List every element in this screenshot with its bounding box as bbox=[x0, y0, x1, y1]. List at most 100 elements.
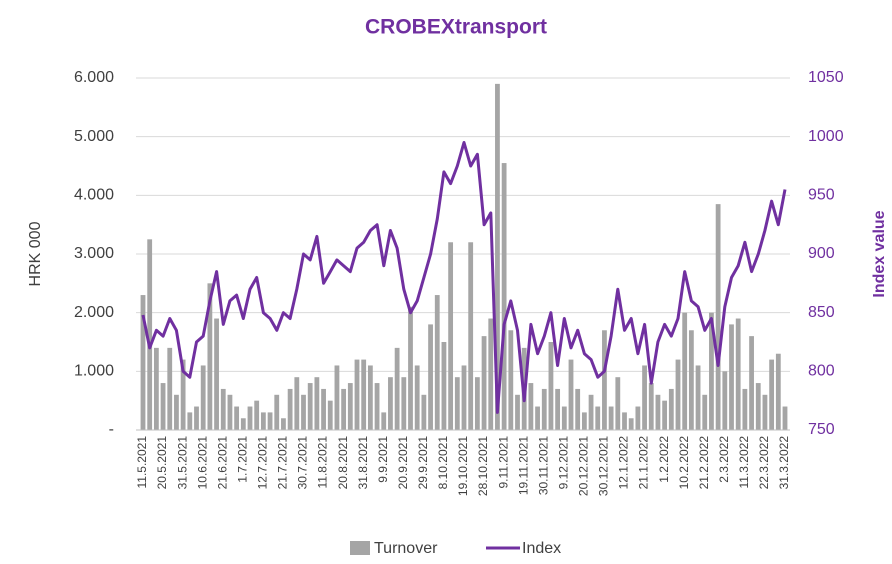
x-tick-label: 31.5.2021 bbox=[175, 436, 189, 490]
bar bbox=[742, 388, 748, 430]
bar bbox=[481, 336, 487, 430]
y2-tick-label: 1050 bbox=[808, 69, 844, 86]
bar bbox=[508, 330, 514, 430]
bar bbox=[421, 394, 427, 430]
bar bbox=[174, 394, 179, 430]
bar bbox=[260, 412, 266, 430]
bar bbox=[602, 330, 607, 430]
bar bbox=[729, 324, 734, 430]
bar bbox=[381, 412, 387, 430]
bar bbox=[428, 324, 433, 430]
bar bbox=[682, 312, 688, 430]
x-tick-label: 29.9.2021 bbox=[416, 436, 430, 490]
y-tick-label: 5.000 bbox=[74, 128, 114, 145]
x-tick-label: 22.3.2022 bbox=[757, 436, 771, 490]
bar bbox=[628, 418, 634, 430]
bar bbox=[575, 388, 581, 430]
x-tick-label: 30.7.2021 bbox=[296, 436, 310, 490]
bar bbox=[388, 377, 393, 430]
bar bbox=[274, 394, 280, 430]
bar bbox=[709, 312, 714, 430]
bar bbox=[769, 359, 775, 430]
y-tick-label: 3.000 bbox=[74, 245, 114, 262]
bar bbox=[361, 359, 367, 430]
bar bbox=[468, 242, 474, 430]
bar bbox=[240, 418, 246, 430]
x-tick-label: 12.7.2021 bbox=[256, 436, 270, 490]
bar bbox=[287, 388, 293, 430]
bar bbox=[588, 394, 594, 430]
bar bbox=[347, 383, 353, 430]
bar bbox=[454, 377, 460, 430]
y-axis-title: HRK 000 bbox=[27, 221, 44, 286]
bar bbox=[775, 353, 781, 430]
bar bbox=[581, 412, 587, 430]
bar bbox=[622, 412, 627, 430]
x-tick-label: 9.9.2021 bbox=[376, 436, 390, 483]
x-tick-label: 20.8.2021 bbox=[336, 436, 350, 490]
bar bbox=[762, 394, 768, 430]
y-tick-label: 1.000 bbox=[74, 363, 114, 380]
bar bbox=[568, 359, 574, 430]
bar bbox=[227, 394, 233, 430]
x-tick-label: 21.1.2022 bbox=[637, 436, 651, 490]
bar bbox=[327, 400, 333, 430]
bar bbox=[755, 383, 761, 430]
bar bbox=[561, 406, 567, 430]
y-tick-label: 2.000 bbox=[74, 304, 114, 321]
x-tick-label: 9.12.2021 bbox=[556, 436, 570, 490]
bar bbox=[200, 365, 206, 430]
bar bbox=[722, 371, 728, 430]
y2-tick-label: 900 bbox=[808, 245, 835, 262]
x-tick-label: 12.1.2022 bbox=[617, 436, 631, 490]
x-tick-label: 31.3.2022 bbox=[777, 436, 791, 490]
bar bbox=[555, 388, 561, 430]
x-tick-label: 2.3.2022 bbox=[717, 436, 731, 483]
bar bbox=[314, 377, 320, 430]
legend-label: Turnover bbox=[374, 540, 438, 557]
x-tick-label: 21.7.2021 bbox=[276, 436, 290, 490]
y2-tick-label: 800 bbox=[808, 363, 835, 380]
x-tick-label: 11.3.2022 bbox=[737, 436, 751, 489]
x-tick-label: 28.10.2021 bbox=[476, 436, 490, 496]
x-tick-label: 19.11.2021 bbox=[516, 436, 530, 495]
x-tick-label: 19.10.2021 bbox=[456, 436, 470, 496]
bar bbox=[147, 239, 153, 430]
x-tick-label: 11.8.2021 bbox=[316, 436, 330, 489]
bar bbox=[220, 388, 226, 430]
x-tick-label: 21.2.2022 bbox=[697, 436, 711, 490]
bar bbox=[535, 406, 540, 430]
x-tick-label: 8.10.2021 bbox=[436, 436, 450, 490]
bar bbox=[648, 383, 654, 430]
bar bbox=[548, 342, 554, 430]
y-tick-label: 4.000 bbox=[74, 187, 114, 204]
bar bbox=[434, 295, 440, 430]
y2-tick-label: 950 bbox=[808, 187, 835, 204]
x-tick-label: 30.12.2021 bbox=[597, 436, 611, 496]
bar bbox=[214, 318, 219, 430]
bar bbox=[749, 336, 754, 430]
bar bbox=[655, 394, 661, 430]
bar bbox=[167, 347, 173, 430]
bar bbox=[254, 400, 260, 430]
bar bbox=[608, 406, 614, 430]
x-tick-label: 10.2.2022 bbox=[677, 436, 691, 490]
bar bbox=[234, 406, 240, 430]
bar bbox=[394, 347, 400, 430]
bar bbox=[615, 377, 621, 430]
y2-tick-label: 750 bbox=[808, 421, 835, 438]
x-tick-label: 21.6.2021 bbox=[215, 436, 229, 490]
bar bbox=[153, 347, 159, 430]
bar bbox=[281, 418, 286, 430]
bar bbox=[401, 377, 407, 430]
x-tick-label: 1.2.2022 bbox=[657, 436, 671, 483]
bar bbox=[688, 330, 694, 430]
bar bbox=[374, 383, 380, 430]
bar bbox=[414, 365, 420, 430]
x-tick-label: 9.11.2021 bbox=[496, 436, 510, 489]
x-tick-label: 1.7.2021 bbox=[235, 436, 249, 483]
bar bbox=[267, 412, 273, 430]
bar bbox=[461, 365, 467, 430]
bar bbox=[408, 306, 413, 430]
bar bbox=[321, 388, 326, 430]
